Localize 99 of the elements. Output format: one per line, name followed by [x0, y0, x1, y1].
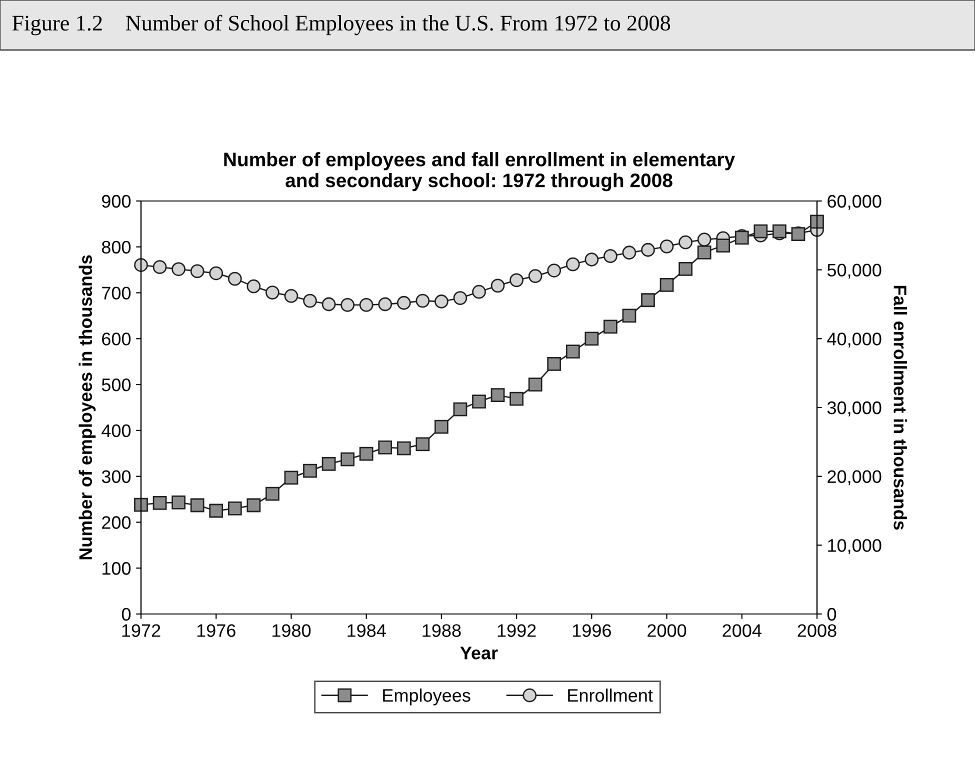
point	[547, 356, 562, 371]
point	[303, 294, 317, 308]
point	[359, 298, 374, 312]
point	[416, 437, 430, 452]
chart-title: Number of employees and fall enrollment in elementary and secondary school: 1972 through 2008	[224, 152, 735, 192]
point	[754, 224, 768, 238]
point	[359, 446, 374, 461]
point	[472, 394, 486, 408]
y-tick-label: 400	[102, 424, 131, 438]
point	[697, 245, 712, 260]
point	[266, 286, 280, 300]
point	[284, 289, 298, 303]
y2-tick-label: 40,000	[827, 332, 882, 348]
point	[510, 392, 524, 406]
point	[340, 452, 354, 466]
point	[378, 440, 392, 454]
point	[678, 235, 692, 250]
y2-tick-label: 10,000	[828, 539, 882, 554]
point	[490, 388, 505, 402]
y-tick-label: 600	[102, 332, 131, 346]
point	[266, 486, 280, 501]
point	[434, 294, 448, 308]
point	[322, 457, 336, 471]
y2-tick-label: 60,000	[828, 194, 882, 210]
point	[434, 420, 448, 434]
legend-label: Employees	[383, 688, 470, 706]
point	[134, 498, 148, 512]
y2-tick-label: 20,000	[828, 470, 882, 486]
point	[172, 262, 186, 276]
y2-axis-title: Fall enrollment in thousands	[894, 286, 907, 530]
x-tick-label: 1996	[572, 624, 611, 637]
point	[209, 504, 224, 518]
point	[209, 266, 224, 280]
x-tick-label: 1972	[122, 624, 160, 637]
x-tick-label: 2004	[722, 624, 762, 637]
x-tick-label: 2000	[648, 624, 686, 637]
point	[152, 260, 167, 274]
x-tick-label: 1984	[348, 624, 386, 637]
point	[641, 293, 655, 308]
point	[604, 320, 618, 334]
y-tick-label: 800	[102, 240, 131, 254]
point	[584, 332, 599, 346]
y2-tick-label: 0	[827, 608, 836, 621]
point	[172, 496, 186, 510]
point	[340, 298, 354, 312]
point	[246, 498, 261, 512]
point	[547, 264, 562, 278]
x-tick-label: 2008	[798, 624, 836, 637]
caption: Figure 1.2 Number of School Employees in the U.S. From 1972 to 2008	[12, 14, 670, 36]
point	[678, 262, 692, 276]
y-tick-label: 900	[102, 194, 131, 208]
point	[416, 294, 430, 308]
x-axis-title: Year	[460, 646, 498, 660]
point	[190, 498, 204, 512]
x-tick-label: 1992	[498, 624, 536, 637]
y2-tick-label: 30,000	[827, 401, 882, 416]
point	[716, 238, 730, 252]
y-tick-label: 300	[102, 470, 131, 484]
x-tick-label: 1976	[197, 624, 236, 637]
y2-tick-label: 50,000	[827, 264, 882, 279]
point	[660, 239, 674, 254]
point	[528, 269, 542, 283]
x-tick-label: 1988	[422, 624, 461, 637]
point	[510, 273, 524, 288]
point	[396, 296, 411, 310]
point	[190, 264, 204, 278]
point	[528, 378, 542, 392]
point	[378, 297, 392, 312]
y-tick-label: 200	[102, 516, 131, 529]
point	[134, 258, 148, 272]
point	[697, 232, 712, 246]
point	[641, 242, 655, 257]
point	[472, 284, 486, 299]
point	[566, 257, 580, 272]
point	[453, 291, 468, 305]
point	[810, 214, 824, 229]
point	[396, 441, 411, 456]
point	[660, 278, 674, 292]
legend-label: Enrollment	[568, 688, 653, 702]
point	[246, 279, 261, 294]
x-tick-label: 1980	[272, 624, 311, 637]
point	[152, 496, 167, 510]
point	[303, 464, 317, 478]
point	[566, 344, 580, 358]
point	[453, 402, 468, 416]
point	[584, 252, 599, 266]
y-tick-label: 500	[102, 378, 131, 392]
y-axis-title: Number of employees in thousands	[78, 255, 96, 560]
point	[322, 297, 336, 312]
point	[284, 470, 298, 485]
point	[228, 272, 242, 286]
point	[622, 246, 636, 260]
y-tick-label: 100	[102, 562, 131, 575]
point	[490, 278, 505, 293]
point	[622, 308, 636, 323]
y-tick-label: 0	[122, 608, 131, 621]
point	[604, 249, 618, 264]
y-tick-label: 700	[102, 286, 131, 300]
point	[228, 502, 242, 516]
